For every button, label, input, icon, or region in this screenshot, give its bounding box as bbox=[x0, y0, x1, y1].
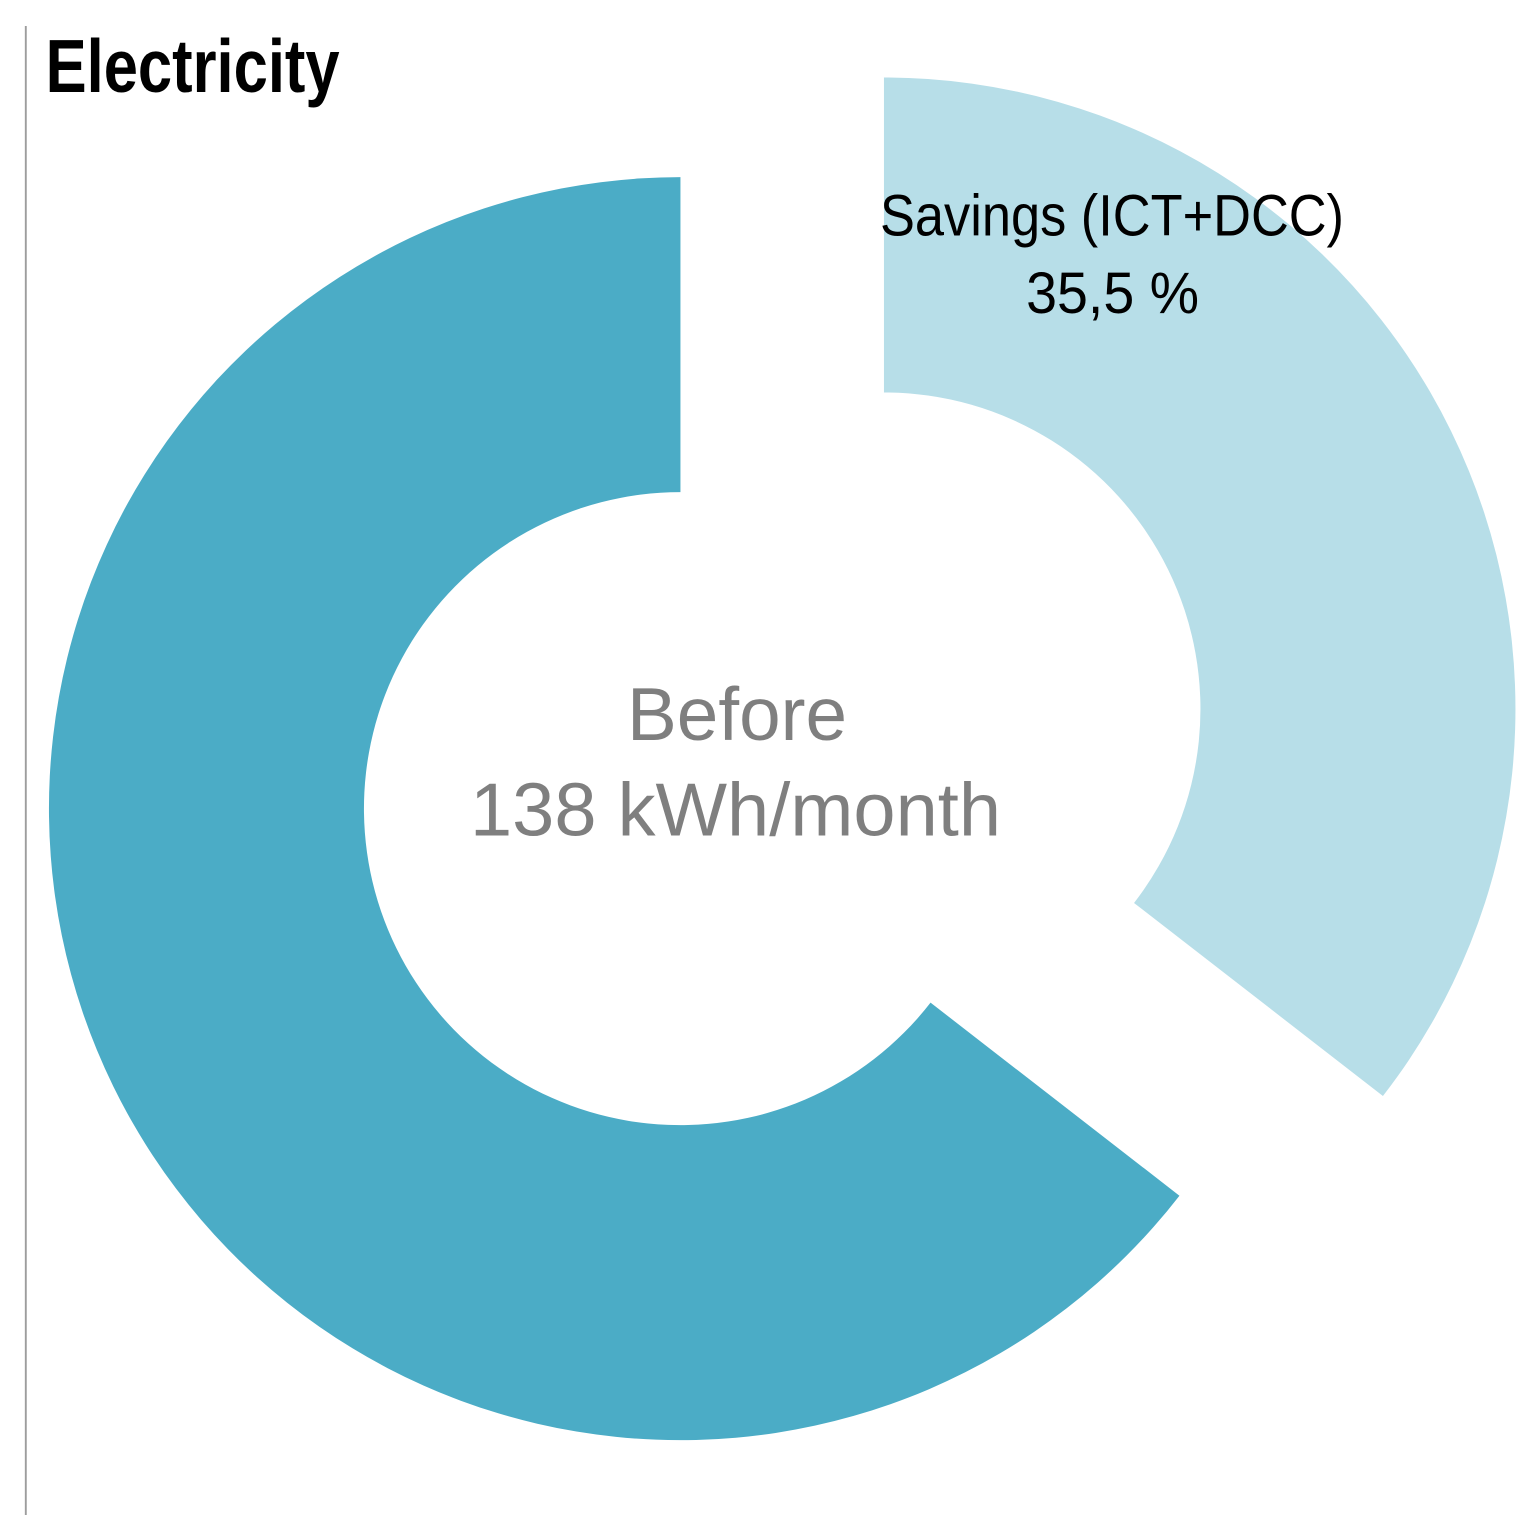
svg-text:35,5 %: 35,5 % bbox=[1026, 261, 1199, 326]
svg-text:138 kWh/month: 138 kWh/month bbox=[470, 768, 1001, 852]
svg-text:Before: Before bbox=[627, 672, 847, 756]
svg-text:Savings (ICT+DCC): Savings (ICT+DCC) bbox=[880, 184, 1344, 249]
svg-text:Electricity: Electricity bbox=[46, 24, 340, 108]
